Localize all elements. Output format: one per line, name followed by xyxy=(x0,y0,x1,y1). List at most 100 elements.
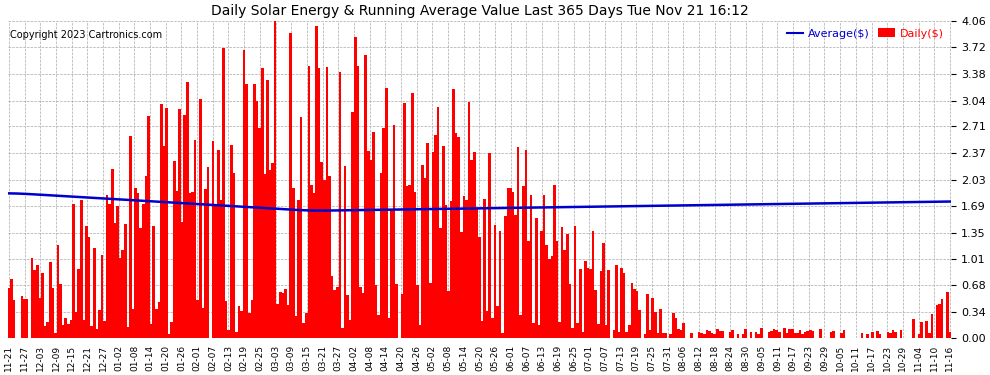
Bar xyxy=(344,166,346,338)
Bar xyxy=(318,68,321,338)
Bar xyxy=(250,300,253,338)
Bar xyxy=(525,150,528,338)
Bar xyxy=(913,319,915,338)
Bar xyxy=(388,318,390,338)
Bar xyxy=(416,285,419,338)
Bar xyxy=(47,322,49,338)
Bar xyxy=(719,332,721,338)
Bar xyxy=(732,330,734,338)
Bar xyxy=(375,285,377,338)
Bar xyxy=(331,276,334,338)
Bar xyxy=(140,228,142,338)
Bar xyxy=(127,327,129,338)
Bar xyxy=(98,310,101,338)
Bar xyxy=(936,305,939,338)
Bar xyxy=(887,332,889,338)
Bar xyxy=(462,196,465,338)
Bar xyxy=(600,272,602,338)
Bar xyxy=(672,313,674,338)
Text: Copyright 2023 Cartronics.com: Copyright 2023 Cartronics.com xyxy=(10,30,161,40)
Bar xyxy=(31,258,34,338)
Bar xyxy=(93,248,95,338)
Bar xyxy=(841,333,842,338)
Bar xyxy=(372,132,375,338)
Bar xyxy=(204,189,207,338)
Bar xyxy=(196,300,199,338)
Bar xyxy=(255,101,258,338)
Bar xyxy=(708,331,711,338)
Bar xyxy=(509,189,512,338)
Bar xyxy=(767,332,770,338)
Bar xyxy=(44,327,47,338)
Bar xyxy=(77,269,80,338)
Bar xyxy=(900,330,902,338)
Bar xyxy=(23,299,26,338)
Bar xyxy=(271,163,274,338)
Bar xyxy=(361,294,364,338)
Bar xyxy=(545,245,547,338)
Title: Daily Solar Energy & Running Average Value Last 365 Days Tue Nov 21 16:12: Daily Solar Energy & Running Average Val… xyxy=(211,4,748,18)
Bar xyxy=(432,152,435,338)
Bar xyxy=(801,334,804,338)
Bar xyxy=(162,146,165,338)
Bar xyxy=(10,279,13,338)
Bar xyxy=(669,334,672,338)
Bar xyxy=(757,334,760,338)
Bar xyxy=(90,327,93,338)
Bar xyxy=(628,325,631,338)
Bar xyxy=(56,244,59,338)
Bar xyxy=(266,80,268,338)
Bar xyxy=(760,328,762,338)
Bar xyxy=(385,88,388,338)
Bar xyxy=(473,152,475,338)
Bar xyxy=(703,334,706,338)
Bar xyxy=(579,269,581,338)
Bar xyxy=(21,296,23,338)
Bar xyxy=(54,333,56,338)
Bar xyxy=(561,227,563,338)
Bar xyxy=(830,332,833,338)
Bar xyxy=(279,292,281,338)
Bar xyxy=(419,325,422,338)
Bar xyxy=(145,176,148,338)
Bar xyxy=(263,174,266,338)
Bar xyxy=(129,136,132,338)
Bar xyxy=(393,124,395,338)
Bar xyxy=(395,284,398,338)
Bar xyxy=(522,186,525,338)
Bar xyxy=(39,298,42,338)
Bar xyxy=(106,195,109,338)
Bar xyxy=(651,298,654,338)
Bar xyxy=(191,192,194,338)
Bar xyxy=(773,329,775,338)
Bar xyxy=(499,231,501,338)
Bar xyxy=(483,199,486,338)
Bar xyxy=(228,330,230,338)
Bar xyxy=(424,178,427,338)
Bar xyxy=(186,82,188,338)
Bar xyxy=(860,333,863,338)
Bar xyxy=(639,310,641,338)
Bar xyxy=(892,330,894,338)
Bar xyxy=(305,313,308,338)
Bar xyxy=(674,318,677,338)
Bar xyxy=(721,331,724,338)
Bar xyxy=(584,261,587,338)
Bar xyxy=(541,231,543,338)
Bar xyxy=(742,334,744,338)
Bar xyxy=(794,333,796,338)
Bar xyxy=(481,321,483,338)
Bar xyxy=(212,141,215,338)
Bar xyxy=(517,147,520,338)
Bar xyxy=(457,137,460,338)
Bar xyxy=(547,259,550,338)
Bar xyxy=(380,173,382,338)
Bar xyxy=(109,204,111,338)
Bar xyxy=(520,315,522,338)
Bar xyxy=(574,226,576,338)
Bar xyxy=(148,116,149,338)
Bar xyxy=(42,273,44,338)
Bar xyxy=(382,128,385,338)
Bar xyxy=(589,268,592,338)
Bar xyxy=(403,103,406,338)
